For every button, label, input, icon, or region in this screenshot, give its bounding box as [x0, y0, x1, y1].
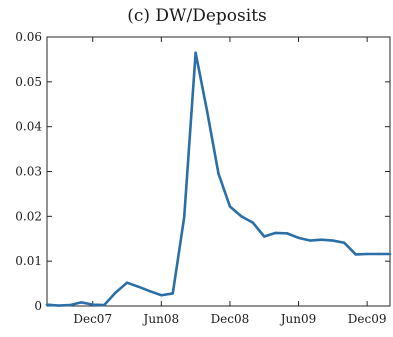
x-axis: Dec07 Jun08 Dec08 Jun09 Dec09: [73, 37, 386, 326]
data-point: [308, 239, 312, 242]
x-tick-label: Dec09: [348, 312, 387, 326]
y-axis: 0 0.01 0.02 0.03 0.04 0.05 0.06: [15, 30, 390, 313]
data-point: [102, 303, 106, 307]
data-point: [80, 301, 83, 304]
x-tick-label: Dec07: [73, 312, 112, 326]
data-point: [388, 252, 392, 256]
data-point: [160, 294, 163, 297]
data-point: [183, 216, 186, 219]
data-point: [274, 231, 277, 235]
data-point: [365, 252, 369, 256]
data-point: [320, 238, 323, 241]
data-point: [354, 253, 357, 256]
y-tick-label: 0.05: [15, 75, 42, 89]
y-tick-label: 0.06: [15, 30, 42, 44]
series-layer: [45, 51, 392, 307]
data-point: [285, 232, 289, 235]
data-point: [137, 285, 140, 288]
data-point: [377, 252, 380, 256]
y-tick-label: 0.01: [15, 254, 42, 268]
data-point: [125, 281, 129, 284]
data-point: [240, 215, 243, 218]
data-point: [114, 291, 117, 294]
data-point: [194, 51, 197, 54]
data-point: [68, 303, 72, 307]
data-point: [297, 236, 300, 240]
data-point: [205, 109, 209, 113]
data-point: [91, 303, 94, 306]
series-line: [45, 51, 392, 307]
data-point: [171, 292, 174, 295]
chart-title: (c) DW/Deposits: [127, 6, 267, 26]
y-tick-label: 0.03: [15, 165, 42, 179]
data-point: [263, 235, 266, 238]
data-point: [251, 221, 254, 224]
x-tick-label: Jun08: [142, 312, 180, 326]
data-point: [331, 239, 335, 242]
data-point: [228, 205, 232, 208]
x-tick-label: Jun09: [279, 312, 317, 326]
data-point: [148, 290, 152, 293]
y-tick-label: 0.02: [15, 209, 42, 223]
x-tick-label: Dec08: [211, 312, 250, 326]
y-tick-label: 0.04: [15, 120, 42, 134]
y-tick-label: 0: [34, 299, 42, 313]
data-point: [217, 172, 220, 175]
data-point: [343, 241, 346, 244]
data-point: [45, 303, 49, 306]
data-point: [57, 304, 60, 307]
